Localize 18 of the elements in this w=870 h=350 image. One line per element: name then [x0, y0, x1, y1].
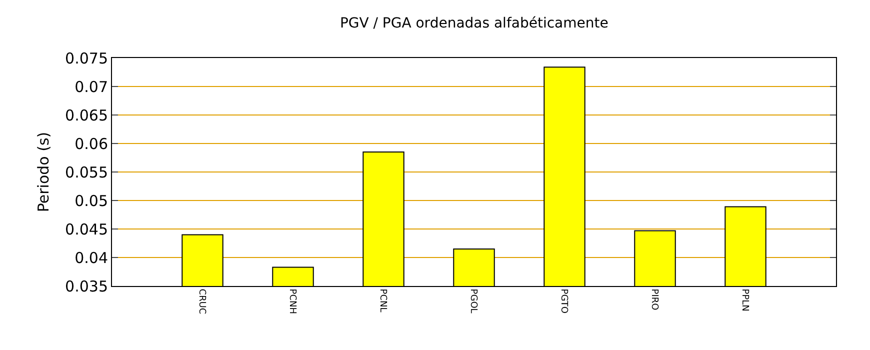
y-tick-label: 0.06: [74, 134, 108, 153]
x-tick-label: PGTO: [558, 288, 569, 314]
x-tick-label: PCNL: [378, 288, 388, 312]
chart-title: PGV / PGA ordenadas alfabéticamente: [340, 16, 608, 32]
y-tick-label: 0.05: [74, 192, 108, 210]
y-tick-label: 0.065: [65, 106, 108, 124]
y-tick-label: 0.07: [74, 78, 108, 96]
y-tick-label: 0.035: [65, 277, 108, 296]
y-axis-title: Periodo (s): [34, 132, 52, 212]
x-tick-label: PGOL: [468, 288, 478, 314]
y-tick-label: 0.045: [65, 220, 108, 238]
y-tick-label: 0.04: [74, 248, 108, 267]
y-tick-label: 0.075: [65, 49, 108, 68]
x-tick-label: PPLN: [740, 288, 750, 312]
x-tick-label: PIRO: [649, 288, 660, 310]
y-tick-label: 0.055: [65, 163, 108, 182]
x-tick-label: PCNH: [287, 288, 298, 314]
x-tick-label: CRUC: [196, 288, 207, 314]
